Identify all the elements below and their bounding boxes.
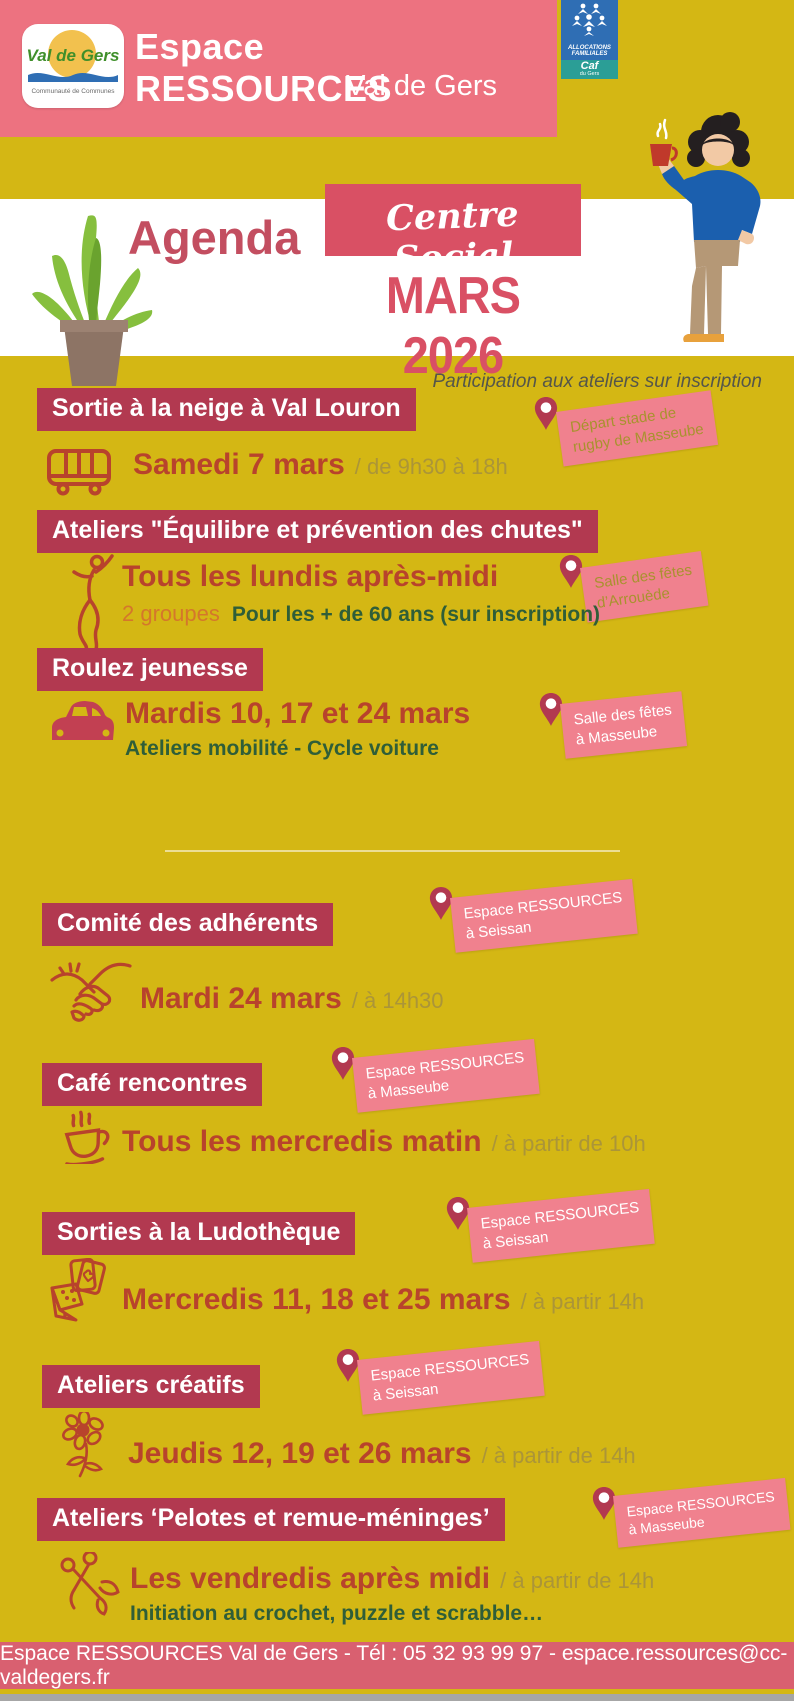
location-pin-icon [336, 1349, 360, 1382]
event-date: Mardis 10, 17 et 24 mars [125, 697, 471, 730]
location-tag: Espace RESSOURCES à Seissan [450, 878, 638, 953]
event-details: Initiation au crochet, puzzle et scrabbl… [130, 1602, 543, 1626]
event-schedule: Tous les lundis après-midi [122, 560, 498, 594]
caf-logo: ALLOCATIONS FAMILIALES Caf du Gers [561, 0, 618, 79]
location-pin-icon [539, 693, 563, 726]
event-title-equilibre: Ateliers "Équilibre et prévention des ch… [37, 510, 598, 553]
flower-icon [62, 1412, 104, 1478]
event-date: Tous les mercredis matin [122, 1125, 482, 1158]
event-date: Jeudis 12, 19 et 26 mars [128, 1437, 472, 1470]
event-time: / à partir de 14h [500, 1568, 655, 1593]
event-title-pelotes: Ateliers ‘Pelotes et remue-méninges’ [37, 1498, 505, 1541]
gym-person-icon [72, 554, 114, 650]
location-tag: Espace RESSOURCES à Seissan [357, 1340, 545, 1415]
footer-contact: Espace RESSOURCES Val de Gers - Tél : 05… [0, 1641, 788, 1689]
bottom-strip [0, 1694, 794, 1701]
caf-family-icon [572, 3, 607, 36]
caf-logo-top: ALLOCATIONS FAMILIALES [561, 0, 618, 60]
month-title: MARS 2026 [385, 267, 521, 385]
event-description: Ateliers mobilité - Cycle voiture [125, 737, 439, 760]
event-schedule: Les vendredis après midi / à partir de 1… [130, 1562, 654, 1596]
event-title-ludotheque: Sorties à la Ludothèque [42, 1212, 356, 1255]
poster-title-line1: Espace RESSOURCES [135, 26, 393, 109]
inscription-note: Participation aux ateliers sur inscripti… [432, 371, 763, 392]
location-tag: Espace RESSOURCES à Seissan [467, 1188, 655, 1263]
footer-bar: Espace RESSOURCES Val de Gers - Tél : 05… [0, 1642, 794, 1689]
event-date: Mardi 24 mars [140, 982, 342, 1015]
event-title-creatifs: Ateliers créatifs [42, 1365, 260, 1408]
event-title-roulez-jeunesse: Roulez jeunesse [37, 648, 263, 691]
event-schedule: Tous les mercredis matin / à partir de 1… [122, 1125, 646, 1159]
sun-icon [48, 30, 96, 78]
event-details: Ateliers mobilité - Cycle voiture [125, 737, 439, 761]
event-date: Samedi 7 mars [133, 448, 345, 481]
bus-icon [47, 449, 111, 496]
event-description: Initiation au crochet, puzzle et scrabbl… [130, 1602, 544, 1625]
dice-icon [50, 1258, 106, 1322]
event-details: 2 groupes Pour les + de 60 ans (sur insc… [122, 601, 600, 627]
woman-illustration [650, 112, 761, 342]
location-tag: Espace RESSOURCES à Masseube [613, 1477, 791, 1549]
event-schedule: Mercredis 11, 18 et 25 mars / à partir 1… [122, 1283, 644, 1317]
event-time: / à partir 14h [520, 1289, 645, 1314]
location-tag: Départ stade de rugby de Masseube [556, 390, 718, 467]
centre-social-badge: Centre Social [325, 184, 581, 280]
event-time: / à partir de 14h [481, 1443, 636, 1468]
logo-subtitle: Communauté de Communes [31, 88, 115, 95]
location-pin-icon [446, 1197, 470, 1230]
event-groups: 2 groupes [122, 601, 220, 626]
handshake-icon [50, 962, 132, 1022]
event-schedule: Samedi 7 mars / de 9h30 à 18h [133, 448, 508, 482]
scissors-icon [60, 1552, 120, 1616]
val-de-gers-logo: Val de Gers Communauté de Communes [22, 24, 124, 108]
event-time: / à 14h30 [351, 988, 444, 1013]
logo-title: Val de Gers [26, 46, 120, 65]
location-pin-icon [534, 397, 558, 430]
event-audience: Pour les + de 60 ans (sur inscription) [231, 603, 601, 626]
agenda-title: Agenda [128, 211, 301, 264]
event-time: / à partir de 10h [491, 1131, 646, 1156]
location-pin-icon [429, 887, 453, 920]
caf-label: ALLOCATIONS FAMILIALES [568, 44, 611, 58]
caf-logo-bottom: Caf du Gers [561, 60, 618, 79]
location-tag: Salle des fêtes à Masseube [560, 691, 688, 759]
location-tag: Espace RESSOURCES à Masseube [352, 1038, 540, 1113]
event-time: / de 9h30 à 18h [354, 454, 508, 479]
event-schedule: Jeudis 12, 19 et 26 mars / à partir de 1… [128, 1437, 636, 1471]
location-pin-icon [592, 1487, 616, 1520]
location-pin-icon [331, 1047, 355, 1080]
event-date: Mercredis 11, 18 et 25 mars [122, 1283, 511, 1316]
event-date: Les vendredis après midi [130, 1562, 491, 1595]
wave-icon [28, 72, 118, 82]
event-schedule: Mardi 24 mars / à 14h30 [140, 982, 444, 1016]
coffee-icon [64, 1110, 110, 1164]
location-pin-icon [559, 555, 583, 588]
plant-illustration [32, 215, 153, 386]
poster-title-line2: Val de Gers [346, 70, 497, 102]
event-title-cafe: Café rencontres [42, 1063, 263, 1106]
section-divider [165, 850, 620, 852]
car-icon [52, 701, 114, 740]
event-title-comite: Comité des adhérents [42, 903, 334, 946]
event-schedule: Mardis 10, 17 et 24 mars [125, 697, 470, 731]
event-date: Tous les lundis après-midi [122, 560, 499, 593]
event-title-sortie-neige: Sortie à la neige à Val Louron [37, 388, 416, 431]
